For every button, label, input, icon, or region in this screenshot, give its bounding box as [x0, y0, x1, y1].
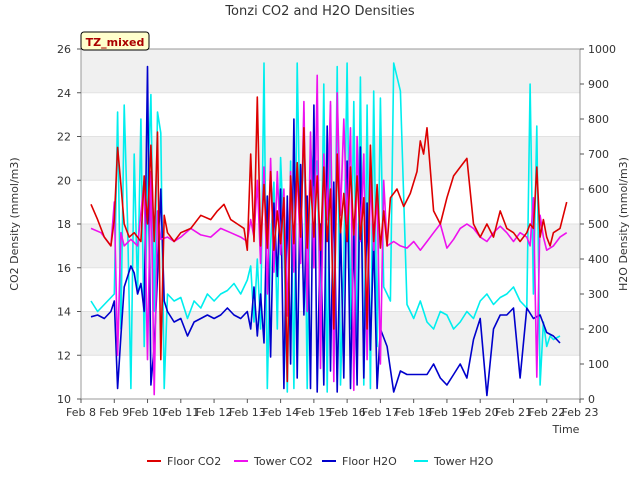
x-tick-label: Feb 13 [229, 406, 266, 419]
site-label-background [80, 31, 150, 51]
y-right-tick-label: 900 [588, 78, 609, 91]
y-tick-label: 12 [57, 349, 71, 362]
x-tick-label: Feb 19 [428, 406, 465, 419]
legend-label-floor-h2o: Floor H2O [342, 455, 397, 468]
y-tick-label: 10 [57, 393, 71, 406]
y-axis-left: 10 12 14 16 18 20 22 24 26 [57, 43, 81, 406]
y-right-tick-label: 400 [588, 253, 609, 266]
site-label: TZ_mixed [86, 36, 145, 49]
legend-label-tower-h2o: Tower H2O [433, 455, 494, 468]
y-right-tick-label: 800 [588, 113, 609, 126]
y-right-tick-label: 600 [588, 183, 609, 196]
y-right-tick-label: 300 [588, 288, 609, 301]
y-tick-label: 14 [57, 306, 71, 319]
x-tick-label: Feb 21 [495, 406, 532, 419]
chart-title: Tonzi CO2 and H2O Densities [224, 4, 415, 19]
y-right-tick-label: 700 [588, 148, 609, 161]
x-tick-label: Feb 12 [196, 406, 233, 419]
series-line-floor-co2 [90, 96, 568, 383]
x-tick-label: Feb 14 [262, 406, 299, 419]
y-right-tick-label: 500 [588, 218, 609, 231]
y-right-tick-label: 1000 [588, 43, 616, 56]
legend-label-tower-co2: Tower CO2 [253, 455, 313, 468]
legend-label-floor-co2: Floor CO2 [167, 455, 221, 468]
y-axis-label-left: CO2 Density (mmol/m3) [8, 157, 21, 290]
y-axis-label-right: H2O Density (mmol/m3) [617, 157, 630, 291]
y-tick-label: 18 [57, 218, 71, 231]
x-tick-label: Feb 23 [562, 406, 599, 419]
x-tick-label: Feb 15 [295, 406, 332, 419]
x-tick-label: Feb 10 [129, 406, 166, 419]
x-tick-label: Feb 16 [329, 406, 366, 419]
y-tick-label: 22 [57, 131, 71, 144]
y-tick-label: 24 [57, 87, 71, 100]
x-tick-label: Feb 8 [66, 406, 96, 419]
y-right-tick-label: 100 [588, 358, 609, 371]
background-band [81, 49, 580, 93]
site-label-box: TZ_mixed [80, 31, 150, 51]
x-tick-label: Feb 17 [362, 406, 399, 419]
x-tick-label: Feb 22 [528, 406, 565, 419]
x-axis-label: Time [552, 423, 580, 436]
series-layer [90, 62, 568, 397]
x-tick-label: Feb 20 [462, 406, 499, 419]
y-tick-label: 26 [57, 43, 71, 56]
y-right-tick-label: 0 [588, 393, 595, 406]
x-tick-label: Feb 18 [395, 406, 432, 419]
x-tick-label: Feb 11 [162, 406, 199, 419]
legend: Floor CO2 Tower CO2 Floor H2O Tower H2O [147, 455, 494, 468]
y-right-tick-label: 200 [588, 323, 609, 336]
y-tick-label: 20 [57, 174, 71, 187]
y-axis-right: 0 100 200 300 400 500 600 700 800 900 1000 [580, 43, 616, 406]
y-tick-label: 16 [57, 262, 71, 275]
x-tick-label: Feb 9 [99, 406, 129, 419]
